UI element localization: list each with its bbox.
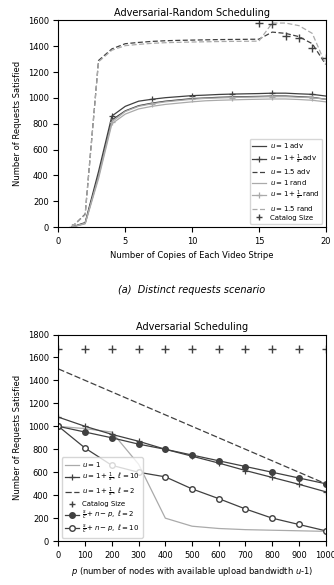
Text: (a)  Distinct requests scenario: (a) Distinct requests scenario <box>119 285 266 295</box>
X-axis label: Number of Copies of Each Video Stripe: Number of Copies of Each Video Stripe <box>110 252 274 260</box>
Legend: $u = 1$ adv, $u = 1 + \frac{1}{s}$ adv, $u = 1.5$ adv, $u = 1$ rand, $u = 1 + \f: $u = 1$ adv, $u = 1 + \frac{1}{s}$ adv, … <box>249 139 322 223</box>
Title: Adversarial-Random Scheduling: Adversarial-Random Scheduling <box>114 8 270 18</box>
Y-axis label: Number of Requests Satisfied: Number of Requests Satisfied <box>13 61 22 187</box>
X-axis label: $p$ (number of nodes with available upload bandwidth $u$-1): $p$ (number of nodes with available uplo… <box>71 566 313 579</box>
Title: Adversarial Scheduling: Adversarial Scheduling <box>136 322 248 332</box>
Legend: $u = 1$, $u = 1 + \frac{1}{s},\ \ell = 10$, $u = 1 + \frac{1}{s},\ \ell = 2$, Ca: $u = 1$, $u = 1 + \frac{1}{s},\ \ell = 1… <box>62 457 143 538</box>
Y-axis label: Number of Requests Satisfied: Number of Requests Satisfied <box>13 375 22 500</box>
